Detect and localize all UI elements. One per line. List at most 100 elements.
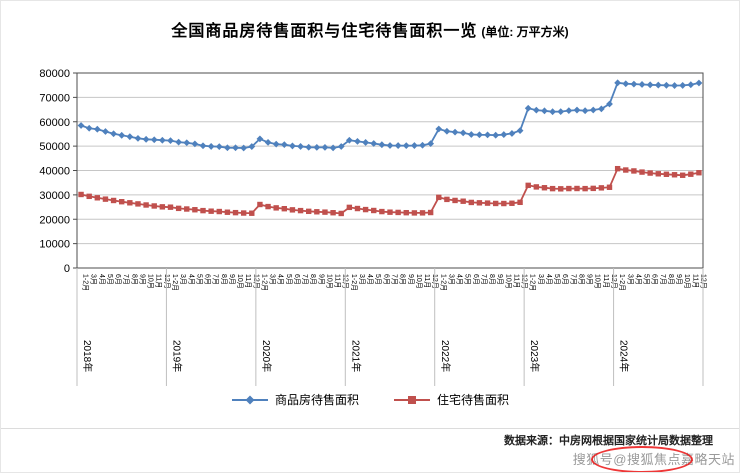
- svg-text:10月: 10月: [504, 274, 512, 289]
- svg-text:10月: 10月: [236, 274, 244, 289]
- svg-text:4月: 4月: [187, 274, 195, 285]
- svg-text:9月: 9月: [407, 274, 415, 285]
- svg-text:1-2月: 1-2月: [618, 274, 626, 291]
- svg-text:3月: 3月: [537, 274, 545, 285]
- svg-text:2019年: 2019年: [170, 340, 183, 372]
- svg-text:4月: 4月: [277, 274, 285, 285]
- svg-text:9月: 9月: [675, 274, 683, 285]
- chart-title: 全国商品房待售面积与住宅待售面积一览 (单位: 万平方米): [1, 17, 739, 41]
- svg-text:60000: 60000: [39, 117, 70, 129]
- svg-text:5月: 5月: [643, 274, 651, 285]
- svg-text:20000: 20000: [39, 214, 70, 226]
- svg-text:11月: 11月: [334, 274, 342, 288]
- svg-text:2023年: 2023年: [528, 340, 541, 372]
- svg-text:11月: 11月: [423, 274, 431, 288]
- svg-text:1-2月: 1-2月: [260, 274, 268, 291]
- svg-text:4月: 4月: [545, 274, 553, 285]
- svg-text:9月: 9月: [317, 274, 325, 285]
- svg-text:1-2月: 1-2月: [439, 274, 447, 291]
- svg-text:5月: 5月: [195, 274, 203, 285]
- svg-text:8月: 8月: [399, 274, 407, 285]
- svg-text:0: 0: [64, 263, 70, 275]
- svg-text:11月: 11月: [155, 274, 163, 288]
- svg-text:5月: 5月: [106, 274, 114, 285]
- svg-text:11月: 11月: [691, 274, 699, 288]
- svg-text:11月: 11月: [602, 274, 610, 288]
- svg-text:4月: 4月: [98, 274, 106, 285]
- svg-text:4月: 4月: [366, 274, 374, 285]
- svg-text:8月: 8月: [667, 274, 675, 285]
- svg-text:11月: 11月: [512, 274, 520, 288]
- svg-text:3月: 3月: [179, 274, 187, 285]
- svg-text:3月: 3月: [626, 274, 634, 285]
- svg-text:8月: 8月: [220, 274, 228, 285]
- svg-text:6月: 6月: [472, 274, 480, 285]
- data-source-note: 数据来源：中房网根据国家统计局数据整理: [504, 435, 713, 447]
- legend-item-residential: 住宅待售面积: [393, 391, 509, 408]
- svg-text:10月: 10月: [325, 274, 333, 289]
- svg-text:50000: 50000: [39, 141, 70, 153]
- svg-text:10000: 10000: [39, 239, 70, 251]
- svg-text:4月: 4月: [634, 274, 642, 285]
- chart-title-text: 全国商品房待售面积与住宅待售面积一览: [171, 23, 478, 40]
- svg-text:2018年: 2018年: [81, 340, 94, 372]
- svg-text:7月: 7月: [659, 274, 667, 285]
- svg-text:9月: 9月: [496, 274, 504, 285]
- svg-text:6月: 6月: [293, 274, 301, 285]
- svg-text:10月: 10月: [683, 274, 691, 289]
- svg-text:6月: 6月: [114, 274, 122, 285]
- svg-text:1-2月: 1-2月: [350, 274, 358, 291]
- svg-text:8月: 8月: [577, 274, 585, 285]
- legend-item-commercial: 商品房待售面积: [231, 391, 359, 408]
- svg-text:70000: 70000: [39, 92, 70, 104]
- svg-text:7月: 7月: [569, 274, 577, 285]
- svg-text:8月: 8月: [309, 274, 317, 285]
- svg-text:6月: 6月: [561, 274, 569, 285]
- svg-text:5月: 5月: [464, 274, 472, 285]
- svg-text:2022年: 2022年: [439, 340, 452, 372]
- svg-text:80000: 80000: [39, 68, 70, 80]
- svg-text:3月: 3月: [269, 274, 277, 285]
- svg-text:40000: 40000: [39, 166, 70, 178]
- svg-text:6月: 6月: [204, 274, 212, 285]
- svg-text:5月: 5月: [553, 274, 561, 285]
- legend-label-commercial: 商品房待售面积: [274, 393, 359, 407]
- chart-title-unit: (单位: 万平方米): [481, 25, 569, 39]
- svg-text:10月: 10月: [594, 274, 602, 289]
- svg-text:9月: 9月: [138, 274, 146, 285]
- svg-text:7月: 7月: [212, 274, 220, 285]
- svg-text:5月: 5月: [285, 274, 293, 285]
- bottom-divider-line: [1, 428, 739, 429]
- svg-text:4月: 4月: [456, 274, 464, 285]
- legend-marker-diamond-icon: [231, 395, 268, 404]
- legend-marker-square-icon: [394, 395, 430, 404]
- svg-text:30000: 30000: [39, 190, 70, 202]
- svg-text:8月: 8月: [130, 274, 138, 285]
- svg-text:7月: 7月: [480, 274, 488, 285]
- watermark-text: 搜狐号@搜狐焦点嘉略天站: [572, 452, 735, 467]
- svg-text:2024年: 2024年: [618, 340, 631, 372]
- svg-text:1-2月: 1-2月: [529, 274, 537, 291]
- svg-text:8月: 8月: [488, 274, 496, 285]
- svg-text:3月: 3月: [447, 274, 455, 285]
- svg-text:5月: 5月: [374, 274, 382, 285]
- svg-text:10月: 10月: [415, 274, 423, 289]
- svg-text:2020年: 2020年: [260, 340, 273, 372]
- svg-text:9月: 9月: [586, 274, 594, 285]
- svg-text:1-2月: 1-2月: [171, 274, 179, 291]
- svg-text:2021年: 2021年: [349, 340, 362, 372]
- svg-text:6月: 6月: [651, 274, 659, 285]
- svg-text:9月: 9月: [228, 274, 236, 285]
- chart-legend: 商品房待售面积 住宅待售面积: [1, 391, 739, 408]
- svg-text:7月: 7月: [391, 274, 399, 285]
- svg-text:7月: 7月: [301, 274, 309, 285]
- svg-text:11月: 11月: [244, 274, 252, 288]
- svg-text:1-2月: 1-2月: [82, 274, 90, 291]
- svg-text:10月: 10月: [147, 274, 155, 289]
- legend-label-residential: 住宅待售面积: [437, 393, 510, 407]
- svg-text:7月: 7月: [122, 274, 130, 285]
- svg-text:3月: 3月: [358, 274, 366, 285]
- svg-text:6月: 6月: [382, 274, 390, 285]
